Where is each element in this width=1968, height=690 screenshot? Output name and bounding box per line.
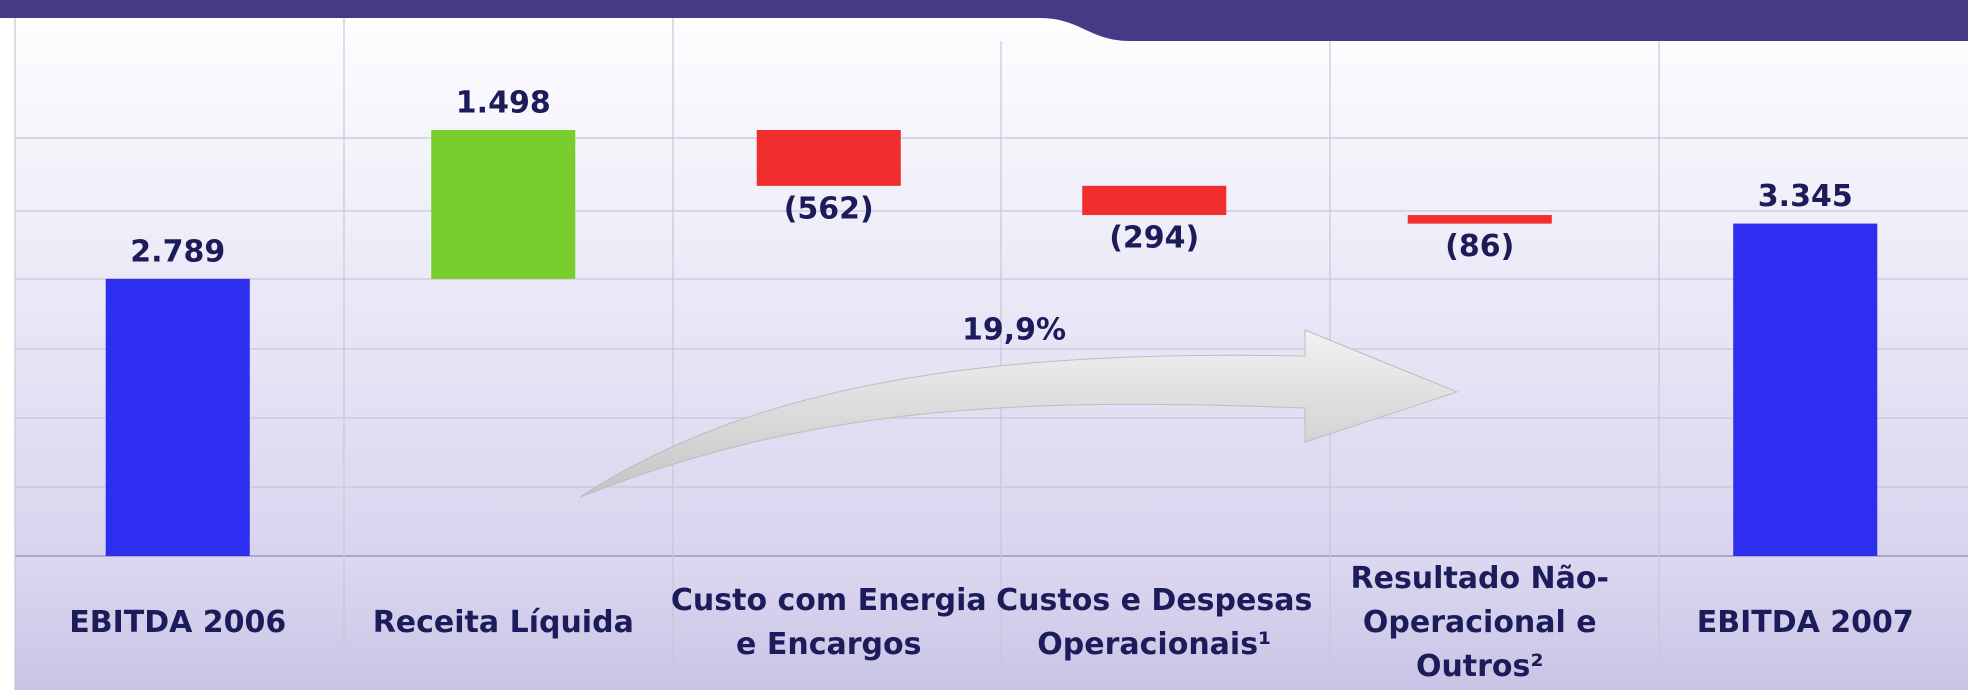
value-label: (294): [1109, 221, 1199, 256]
category-label: Receita Líquida: [372, 605, 634, 640]
plot-background: [15, 0, 1968, 556]
bar-highlight: [756, 130, 901, 186]
value-label: (562): [784, 191, 874, 226]
value-label: 2.789: [130, 234, 225, 269]
header-band: [0, 0, 1968, 41]
category-label: EBITDA 2007: [1696, 605, 1914, 640]
category-label: EBITDA 2006: [69, 605, 287, 640]
category-label: Custo com Energia e Encargos: [670, 583, 987, 662]
value-label: 3.345: [1758, 179, 1853, 214]
bar: [756, 130, 901, 186]
bar: [1733, 223, 1878, 556]
category-label: Resultado Não-Operacional e Outros²: [1350, 561, 1609, 684]
bar-highlight: [431, 130, 576, 279]
bar-highlight: [105, 278, 250, 556]
bar: [1407, 215, 1552, 224]
category-band: [15, 556, 1968, 690]
value-label: (86): [1445, 229, 1514, 264]
bar-highlight: [1407, 215, 1552, 224]
bar: [105, 278, 250, 556]
bar-highlight: [1082, 185, 1227, 216]
bar: [431, 130, 576, 279]
annotation: 19,9%: [962, 313, 1066, 348]
category-label: Custos e Despesas Operacionais¹: [996, 583, 1313, 662]
growth-arrow: [579, 329, 1459, 498]
bar-highlight: [1733, 223, 1878, 556]
value-label: 1.498: [456, 86, 551, 121]
bar: [1082, 185, 1227, 216]
